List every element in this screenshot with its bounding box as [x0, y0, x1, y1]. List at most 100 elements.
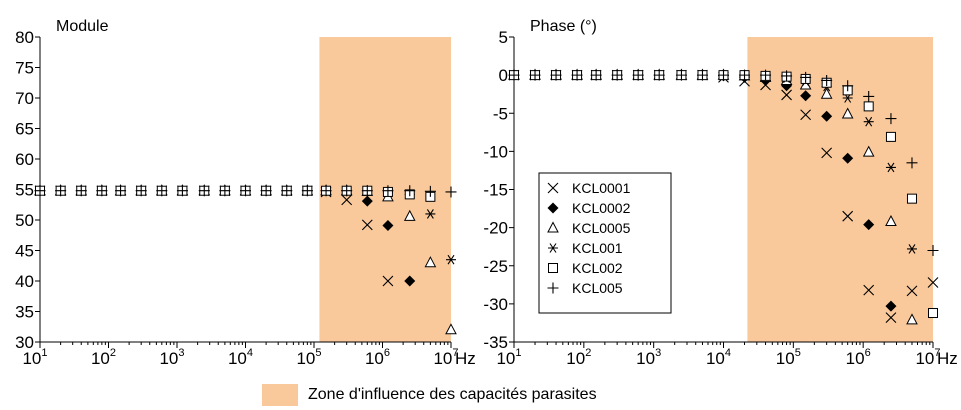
- data-point: [55, 185, 67, 197]
- x-axis-label: Hz: [455, 349, 476, 368]
- legend-label: KCL0002: [572, 200, 631, 216]
- data-point: [260, 185, 272, 197]
- series-KCL005: [508, 69, 939, 256]
- x-tick-label: 102: [91, 347, 116, 368]
- x-tick-exponent: 1: [515, 347, 521, 359]
- data-point: [821, 74, 833, 86]
- data-point: [281, 185, 293, 197]
- y-tick-label: 35: [15, 303, 34, 322]
- x-tick-exponent: 3: [655, 347, 661, 359]
- data-point: [906, 244, 917, 254]
- x-axis-label: Hz: [937, 349, 958, 368]
- data-point: [800, 71, 812, 83]
- data-point: [361, 185, 373, 197]
- data-point: [675, 69, 687, 81]
- x-tick-exponent: 7: [452, 347, 458, 359]
- chart-title: Phase (°): [530, 18, 597, 35]
- x-tick-label: 104: [706, 347, 731, 368]
- data-point: [115, 185, 127, 197]
- data-point: [696, 69, 708, 81]
- y-tick-label: 5: [499, 28, 508, 47]
- legend: KCL0001 KCL0002 KCL0005 KCL001 KCL002 KCL005: [538, 172, 672, 314]
- x-tick-label: 102: [566, 347, 591, 368]
- data-point: [842, 80, 854, 92]
- data-point: [219, 185, 231, 197]
- chart-panel-2: -35 -30 -25 -20 -15 -10 -5 0 5 101 102 103 104 105 106…: [483, 18, 957, 368]
- data-point: [96, 185, 108, 197]
- data-point: [863, 90, 875, 102]
- data-point: [632, 69, 644, 81]
- data-point: [590, 69, 602, 81]
- legend-marker: [547, 221, 559, 233]
- data-point: [445, 186, 457, 198]
- data-point: [906, 193, 917, 204]
- data-point: [760, 69, 772, 81]
- data-point: [821, 147, 833, 159]
- x-tick-exponent: 4: [725, 347, 731, 359]
- y-tick-label: -25: [483, 257, 508, 276]
- y-tick-label: 30: [15, 333, 34, 352]
- legend-label: KCL002: [572, 260, 623, 276]
- x-tick-label: 101: [496, 347, 521, 368]
- data-point: [885, 131, 896, 142]
- zone-legend-swatch: [262, 384, 298, 406]
- data-point: [611, 69, 623, 81]
- y-tick-label: 40: [15, 272, 34, 291]
- data-point: [361, 219, 373, 231]
- data-point: [198, 185, 210, 197]
- data-point: [739, 69, 751, 81]
- series-KCL005: [34, 185, 457, 198]
- data-point: [320, 185, 332, 197]
- legend-marker: [547, 282, 559, 294]
- legend-marker: [548, 243, 558, 253]
- x-tick-label: 103: [159, 347, 184, 368]
- y-tick-label: 65: [15, 120, 34, 139]
- data-point: [240, 185, 251, 197]
- data-point: [424, 256, 437, 268]
- y-tick-label: 50: [15, 211, 34, 230]
- data-point: [885, 113, 897, 125]
- x-tick-exponent: 4: [247, 347, 253, 359]
- data-point: [862, 145, 875, 157]
- data-point: [382, 219, 394, 231]
- y-tick-label: 75: [15, 59, 34, 78]
- y-tick-label: 60: [15, 150, 34, 169]
- data-point: [841, 107, 854, 119]
- zone-legend: Zone d'influence des capacités parasites: [262, 384, 597, 406]
- y-tick-label: 55: [15, 181, 34, 200]
- x-tick-exponent: 2: [110, 347, 116, 359]
- data-point: [781, 89, 792, 101]
- x-tick-exponent: 1: [41, 347, 47, 359]
- data-point: [382, 275, 394, 287]
- data-point: [75, 185, 87, 197]
- data-point: [927, 277, 939, 288]
- data-point: [718, 69, 729, 81]
- y-tick-label: 70: [15, 89, 34, 108]
- data-point: [301, 185, 313, 197]
- legend-marker: [548, 263, 558, 273]
- data-point: [361, 195, 373, 207]
- data-point: [425, 209, 436, 219]
- x-tick-label: 106: [846, 347, 871, 368]
- x-tick-label: 107: [915, 347, 940, 368]
- y-tick-label: -30: [483, 295, 508, 314]
- y-tick-label: -5: [493, 104, 508, 123]
- data-point: [906, 285, 918, 297]
- y-tick-label: 45: [15, 242, 34, 261]
- data-point: [446, 254, 456, 265]
- y-tick-label: 0: [499, 66, 508, 85]
- legend-marker: [547, 202, 559, 214]
- data-point: [927, 245, 939, 256]
- x-tick-label: 106: [365, 347, 390, 368]
- data-point: [863, 219, 875, 231]
- y-tick-label: -35: [483, 333, 508, 352]
- data-point: [403, 209, 416, 221]
- data-point: [842, 210, 854, 222]
- x-tick-exponent: 5: [795, 347, 801, 359]
- data-point: [821, 110, 833, 122]
- data-point: [842, 152, 854, 164]
- data-point: [928, 308, 938, 319]
- chart-title: Module: [56, 18, 109, 35]
- data-point: [885, 162, 896, 173]
